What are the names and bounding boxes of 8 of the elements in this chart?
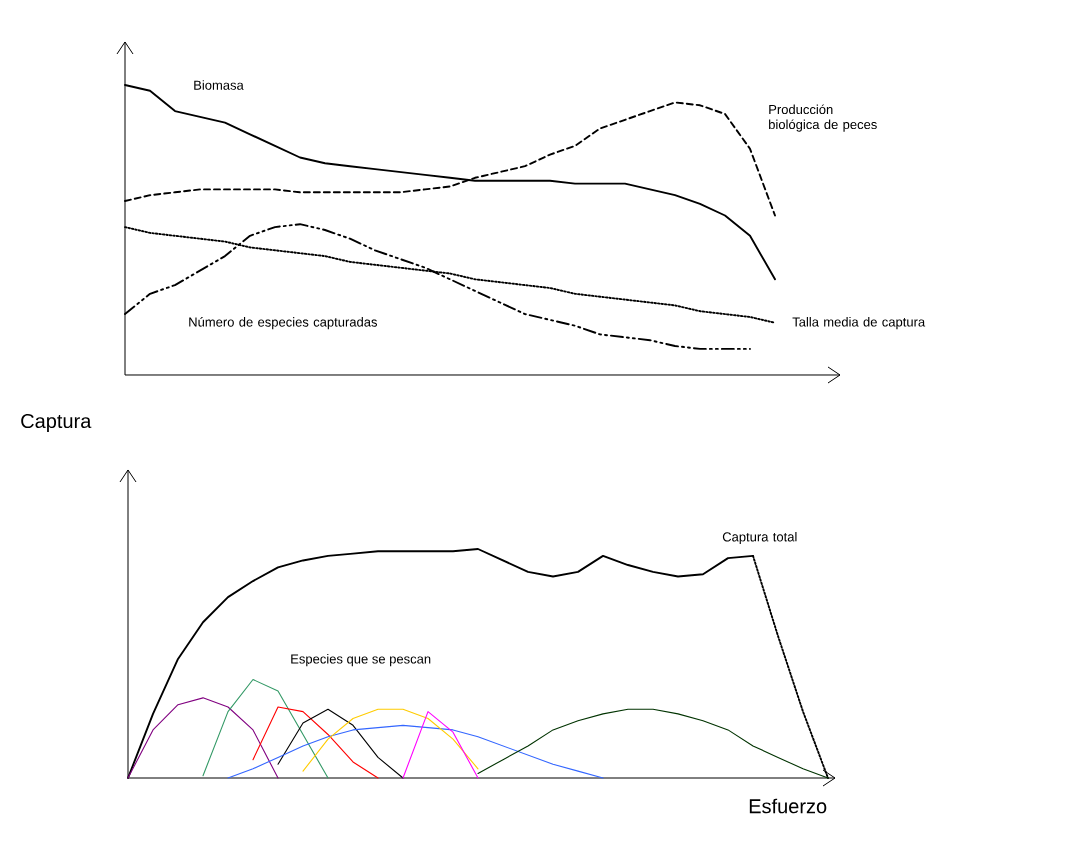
series-label: Producción biológica de peces bbox=[769, 104, 877, 132]
y-axis-title: Captura bbox=[21, 413, 92, 433]
x-axis-title: Esfuerzo bbox=[749, 798, 827, 814]
annotation: Especies que se pescan bbox=[291, 654, 431, 667]
series-label: Biomasa bbox=[194, 80, 244, 90]
series-label: Captura total bbox=[722, 531, 797, 545]
series-label: Talla media de captura bbox=[792, 317, 926, 330]
text: Número de especies capturadas bbox=[189, 316, 378, 330]
